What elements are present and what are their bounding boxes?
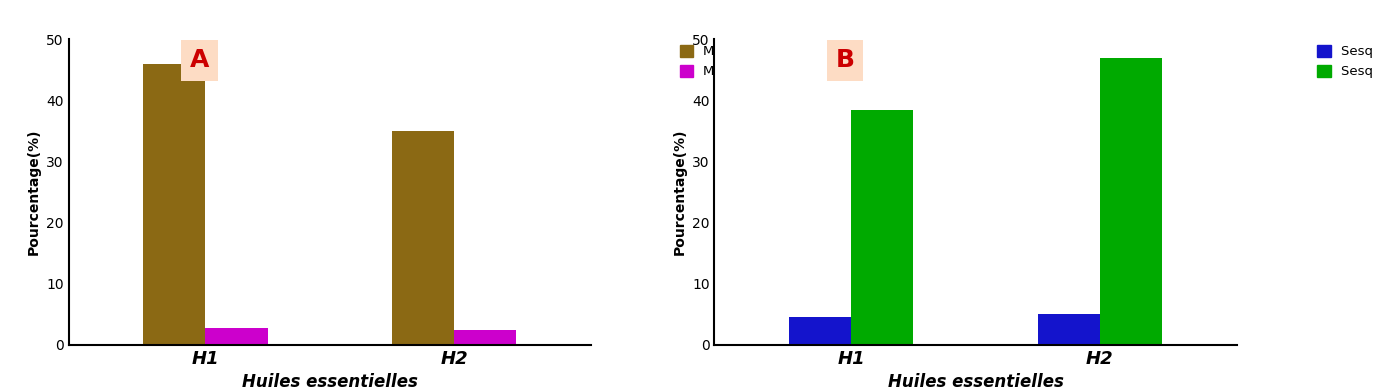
Bar — [453, 330, 517, 345]
Legend: Monoterpènes hydrocarbonés, Monoterpènes oxygénés: Monoterpènes hydrocarbonés, Monoterpènes… — [675, 40, 908, 83]
Y-axis label: Pourcentage(%): Pourcentage(%) — [26, 129, 41, 255]
Bar — [1099, 58, 1162, 345]
Legend: Sesquiterpènes hydrocarbonés, Sesquitrpènes oxygénés: Sesquiterpènes hydrocarbonés, Sesquitrpè… — [1312, 40, 1374, 83]
Bar — [143, 64, 206, 345]
X-axis label: Huiles essentielles: Huiles essentielles — [242, 373, 418, 391]
Bar — [392, 131, 453, 345]
X-axis label: Huiles essentielles: Huiles essentielles — [888, 373, 1063, 391]
Bar — [206, 328, 268, 345]
Y-axis label: Pourcentage(%): Pourcentage(%) — [672, 129, 687, 255]
Text: A: A — [190, 48, 209, 73]
Bar — [852, 109, 914, 345]
Bar — [1037, 314, 1099, 345]
Text: B: B — [835, 48, 855, 73]
Bar — [789, 318, 852, 345]
